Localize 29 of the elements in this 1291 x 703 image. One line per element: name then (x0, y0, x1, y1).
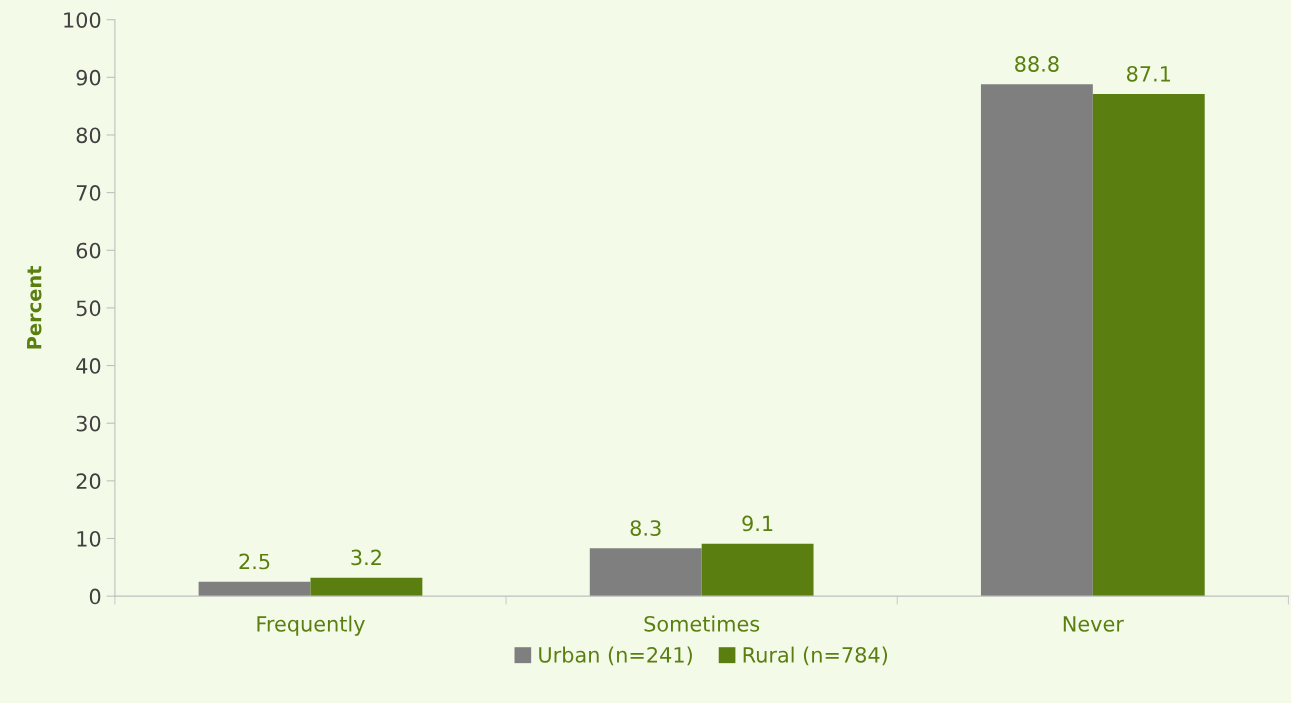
y-tick-label: 60 (76, 242, 101, 259)
y-axis-title: Percent (27, 265, 42, 349)
data-label: 8.3 (630, 520, 661, 536)
data-label: 9.1 (742, 515, 773, 532)
y-tick-label: 50 (76, 300, 101, 317)
y-tick-label: 20 (76, 473, 101, 490)
y-tick-label: 40 (76, 358, 101, 374)
y-tick-label: 70 (76, 185, 101, 201)
data-label: 88.8 (1015, 56, 1059, 72)
legend-label: Urban (n=241) (539, 646, 692, 666)
bar (310, 577, 423, 597)
x-tick-label: Sometimes (644, 615, 760, 632)
bar (701, 543, 814, 597)
x-tick-label: Frequently (257, 615, 365, 636)
bar (980, 84, 1093, 597)
x-tick-label: Never (1063, 616, 1124, 632)
data-label: 3.2 (351, 549, 381, 566)
y-tick-label: 10 (77, 530, 101, 547)
bar (198, 581, 311, 597)
y-tick-label: 0 (89, 588, 101, 605)
y-tick-label: 100 (64, 12, 101, 28)
bar (1092, 94, 1205, 597)
y-tick-label: 30 (76, 415, 101, 432)
data-label: 87.1 (1126, 65, 1171, 82)
legend-label: Rural (n=784) (743, 646, 888, 666)
y-tick-label: 90 (76, 69, 101, 86)
y-tick-label: 80 (76, 127, 101, 144)
bar (589, 548, 702, 597)
data-label: 2.5 (239, 553, 270, 570)
